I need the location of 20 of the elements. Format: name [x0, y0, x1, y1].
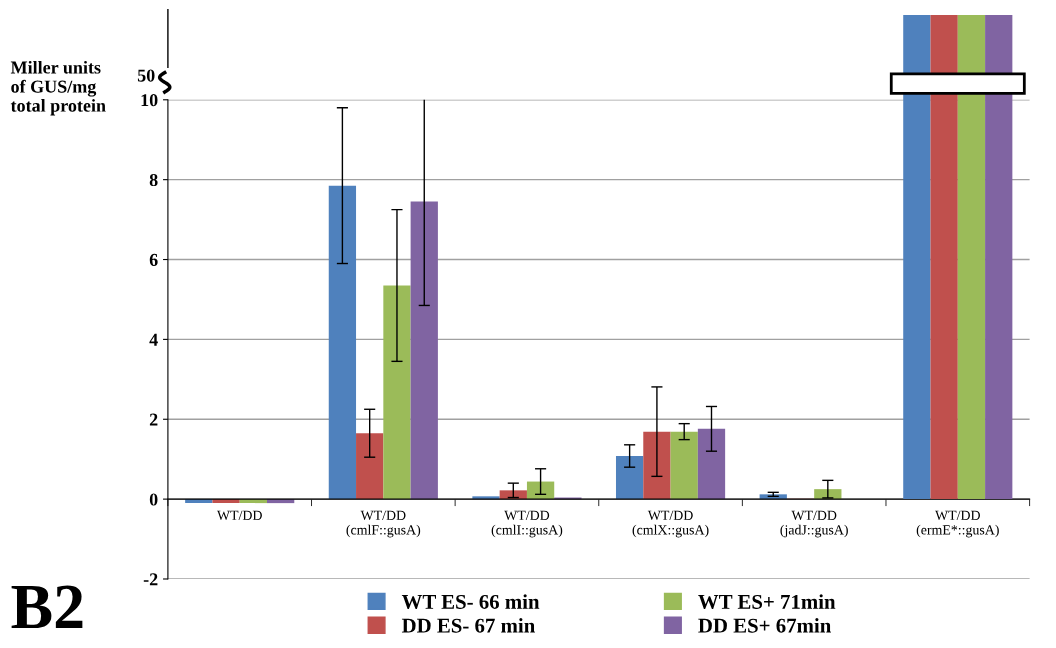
y-tick-label: 0: [149, 493, 158, 506]
x-tick-label: WT/DD (cmlX::gusA): [632, 510, 709, 538]
y-tick-label: -2: [143, 573, 158, 586]
legend-label: DD ES- 67 min: [401, 618, 535, 633]
x-tick-label: WT/DD (cmlI::gusA): [491, 510, 563, 538]
x-tick-label: WT/DD (ermE*::gusA): [916, 510, 999, 538]
y-tick-label: 10: [141, 94, 158, 107]
text: 50: [137, 69, 155, 82]
x-tick-label: WT/DD (jadJ::gusA): [780, 510, 848, 538]
y-tick-label: 4: [149, 333, 158, 346]
legend-label: DD ES+ 67min: [698, 618, 831, 633]
y-tick-label: 2: [149, 413, 158, 426]
y-tick-label: 6: [149, 253, 158, 266]
legend-label: WT ES+ 71min: [698, 594, 836, 609]
text: B2: [11, 585, 83, 629]
y-axis-title: Miller units of GUS/mg total protein: [10, 60, 106, 116]
y-tick-label: 8: [149, 173, 158, 187]
x-tick-label: WT/DD (cmlF::gusA): [346, 510, 421, 538]
x-tick-label: WT/DD: [216, 510, 262, 521]
legend-label: WT ES- 66 min: [401, 594, 540, 609]
